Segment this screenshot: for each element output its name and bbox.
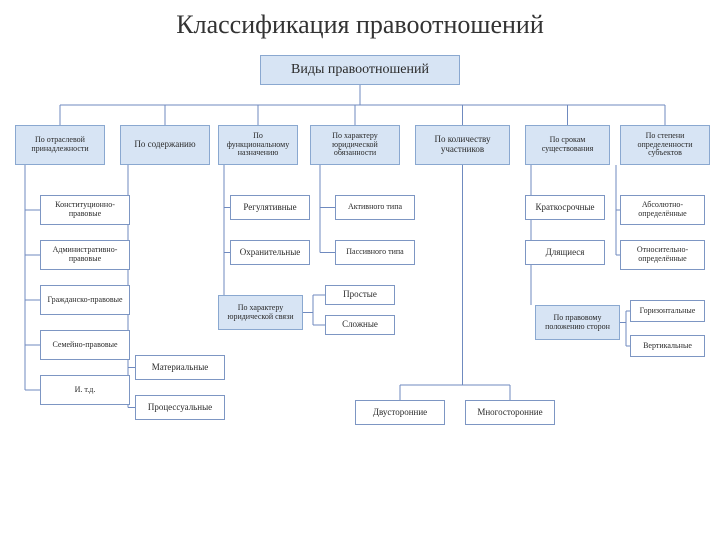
c1-child-3: Семейно-правовые [40, 330, 130, 360]
c1-child-4: И. т.д. [40, 375, 130, 405]
level1-box-1: По содержанию [120, 125, 210, 165]
level1-box-2: По функциональному назначению [218, 125, 298, 165]
c7-child-0: Абсолютно-определённые [620, 195, 705, 225]
level1-box-0: По отраслевой принадлежности [15, 125, 105, 165]
sub-c3-child-0: Простые [325, 285, 395, 305]
c6-child-1: Длящиеся [525, 240, 605, 265]
c4-child-1: Пассивного типа [335, 240, 415, 265]
level1-box-3: По характеру юридической обязанности [310, 125, 400, 165]
c1-child-2: Гражданско-правовые [40, 285, 130, 315]
c7-child-1: Относительно-определённые [620, 240, 705, 270]
c6-child-0: Краткосрочные [525, 195, 605, 220]
sub-c6-child-1: Вертикальные [630, 335, 705, 357]
sub-c6-child-0: Горизонтальные [630, 300, 705, 322]
c1-child-0: Конституционно-правовые [40, 195, 130, 225]
c2-child-1: Процессуальные [135, 395, 225, 420]
level1-box-6: По степени определенности субъектов [620, 125, 710, 165]
c5-child-0: Двусторонние [355, 400, 445, 425]
c2-child-0: Материальные [135, 355, 225, 380]
sub-c3-box: По характеру юридической связи [218, 295, 303, 330]
c5-child-1: Многосторонние [465, 400, 555, 425]
root-box: Виды правоотношений [260, 55, 460, 85]
level1-box-5: По срокам существования [525, 125, 610, 165]
sub-c3-child-1: Сложные [325, 315, 395, 335]
c3-child-1: Охранительные [230, 240, 310, 265]
sub-c6-box: По правовому положению сторон [535, 305, 620, 340]
c4-child-0: Активного типа [335, 195, 415, 220]
page-title: Классификация правоотношений [0, 10, 720, 40]
c1-child-1: Административно-правовые [40, 240, 130, 270]
level1-box-4: По количеству участников [415, 125, 510, 165]
c3-child-0: Регулятивные [230, 195, 310, 220]
